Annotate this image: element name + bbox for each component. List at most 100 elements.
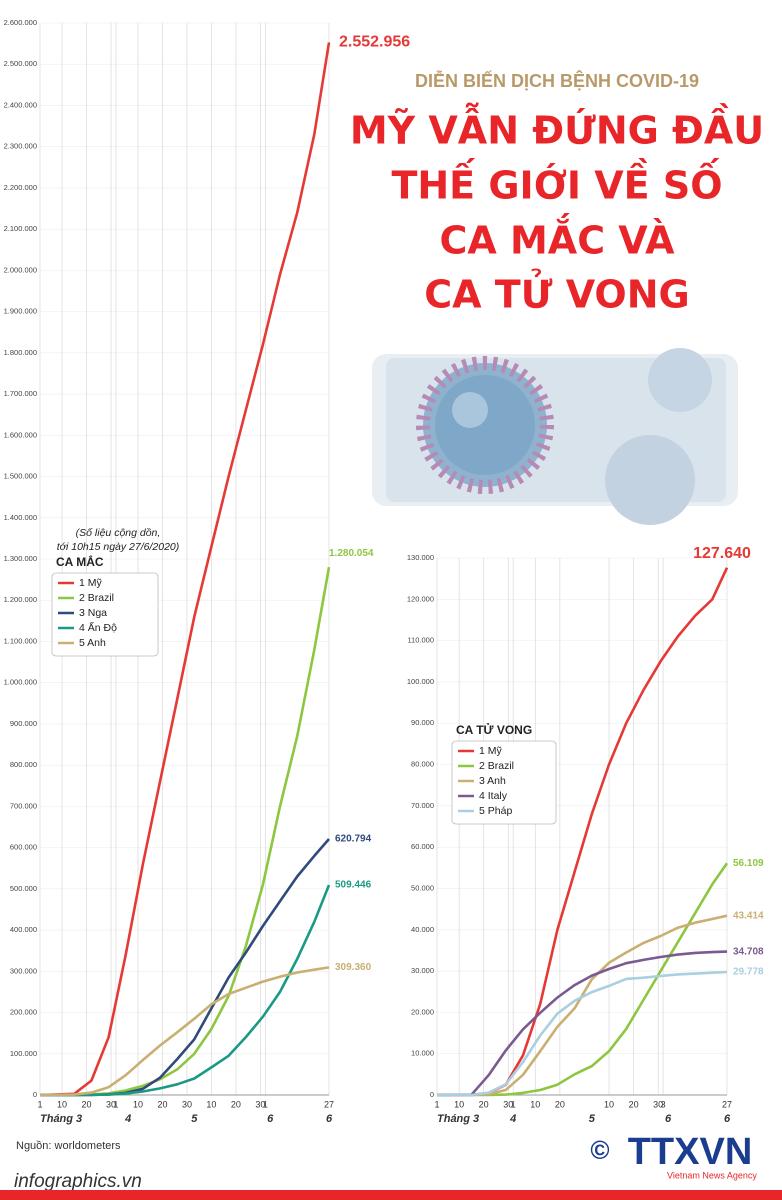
y-tick-label: 1.500.000 — [4, 472, 37, 481]
x-tick-label: 1 — [113, 1099, 118, 1109]
series-line — [437, 862, 729, 1097]
series-line — [437, 970, 728, 1097]
end-label: 1.280.054 — [329, 548, 374, 559]
x-tick-label: 1 — [37, 1099, 42, 1109]
month-label: Tháng 3 — [437, 1113, 479, 1125]
legend-title: CA MẮC — [56, 554, 104, 569]
end-label: 509.446 — [335, 880, 372, 891]
month-label: 6 — [267, 1113, 274, 1125]
end-label: 309.360 — [335, 962, 372, 973]
y-tick-label: 1.900.000 — [4, 307, 37, 316]
y-tick-label: 80.000 — [411, 760, 434, 769]
x-tick-label: 27 — [324, 1099, 334, 1109]
end-label: 34.708 — [733, 946, 764, 957]
y-tick-label: 300.000 — [10, 966, 37, 975]
y-tick-label: 2.300.000 — [4, 142, 37, 151]
y-tick-label: 0 — [33, 1090, 37, 1099]
series-line — [40, 884, 331, 1097]
y-tick-label: 700.000 — [10, 801, 37, 810]
x-tick-label: 20 — [479, 1099, 489, 1109]
y-tick-label: 40.000 — [411, 925, 434, 934]
legend-title: CA TỬ VONG — [456, 722, 532, 737]
legend-label: 1 Mỹ — [479, 745, 503, 757]
annotation: tới 10h15 ngày 27/6/2020) — [57, 541, 180, 553]
x-tick-label: 20 — [629, 1099, 639, 1109]
y-tick-label: 600.000 — [10, 843, 37, 852]
x-tick-label: 30 — [503, 1099, 513, 1109]
end-label: 127.640 — [693, 545, 751, 562]
x-tick-label: 27 — [722, 1099, 732, 1109]
site: infographics.vn — [14, 1171, 142, 1192]
x-tick-label: 1 — [511, 1099, 516, 1109]
x-tick-label: 10 — [133, 1099, 143, 1109]
y-tick-label: 1.000.000 — [4, 678, 37, 687]
y-tick-label: 200.000 — [10, 1008, 37, 1017]
y-tick-label: 2.100.000 — [4, 224, 37, 233]
y-tick-label: 900.000 — [10, 719, 37, 728]
y-tick-label: 100.000 — [407, 677, 434, 686]
month-label: 6 — [665, 1113, 672, 1125]
x-tick-label: 20 — [82, 1099, 92, 1109]
x-tick-label: 10 — [57, 1099, 67, 1109]
headline: THẾ GIỚI VỀ SỐ — [391, 159, 722, 208]
series-line — [437, 914, 728, 1097]
x-tick-label: 10 — [604, 1099, 614, 1109]
y-tick-label: 1.100.000 — [4, 636, 37, 645]
y-tick-label: 110.000 — [407, 636, 434, 645]
end-label: 43.414 — [733, 910, 764, 921]
y-tick-label: 1.200.000 — [4, 595, 37, 604]
series-line — [39, 966, 330, 1097]
y-tick-label: 400.000 — [10, 925, 37, 934]
y-tick-label: 500.000 — [10, 884, 37, 893]
y-tick-label: 100.000 — [10, 1049, 37, 1058]
series-line — [436, 950, 728, 1097]
month-label: 5 — [589, 1113, 596, 1125]
y-tick-label: 1.800.000 — [4, 348, 37, 357]
x-tick-label: 30 — [182, 1099, 192, 1109]
y-tick-label: 120.000 — [407, 594, 434, 603]
footer-bar — [0, 1190, 782, 1200]
y-tick-label: 2.400.000 — [4, 100, 37, 109]
legend-label: 2 Brazil — [479, 760, 514, 772]
y-tick-label: 20.000 — [411, 1007, 434, 1016]
y-tick-label: 30.000 — [411, 966, 434, 975]
logo-name: TTXVN — [628, 1131, 753, 1173]
month-label: 6 — [724, 1113, 731, 1125]
x-tick-label: 10 — [454, 1099, 464, 1109]
logo-mark: © — [590, 1135, 609, 1165]
legend-label: 2 Brazil — [79, 592, 114, 604]
y-tick-label: 10.000 — [411, 1049, 434, 1058]
y-tick-label: 1.400.000 — [4, 513, 37, 522]
legend-label: 3 Nga — [79, 607, 107, 619]
logo-tagline: Vietnam News Agency — [667, 1170, 757, 1180]
legend-label: 4 Ấn Độ — [79, 621, 117, 634]
x-tick-label: 10 — [530, 1099, 540, 1109]
y-tick-label: 2.600.000 — [4, 18, 37, 27]
x-tick-label: 30 — [106, 1099, 116, 1109]
x-tick-label: 20 — [555, 1099, 565, 1109]
x-tick-label: 20 — [231, 1099, 241, 1109]
x-tick-label: 10 — [206, 1099, 216, 1109]
month-label: Tháng 3 — [40, 1113, 82, 1125]
legend-label: 3 Anh — [479, 775, 506, 787]
y-tick-label: 70.000 — [411, 801, 434, 810]
end-label: 620.794 — [335, 834, 372, 845]
y-tick-label: 60.000 — [411, 842, 434, 851]
end-label: 2.552.956 — [339, 34, 410, 51]
headline: MỸ VẪN ĐỨNG ĐẦU — [350, 104, 764, 153]
legend-box — [451, 740, 557, 825]
x-tick-label: 30 — [653, 1099, 663, 1109]
headline: CA TỬ VONG — [424, 269, 689, 317]
x-tick-label: 3 — [661, 1099, 666, 1109]
legend-box — [51, 572, 159, 657]
annotation: (Số liệu cộng dồn, — [76, 527, 161, 539]
legend-label: 5 Pháp — [479, 805, 512, 817]
month-label: 5 — [191, 1113, 198, 1125]
y-tick-label: 90.000 — [411, 718, 434, 727]
x-tick-label: 1 — [434, 1099, 439, 1109]
end-label: 29.778 — [733, 967, 764, 978]
y-tick-label: 2.000.000 — [4, 265, 37, 274]
y-tick-label: 2.500.000 — [4, 59, 37, 68]
month-label: 4 — [509, 1113, 516, 1125]
